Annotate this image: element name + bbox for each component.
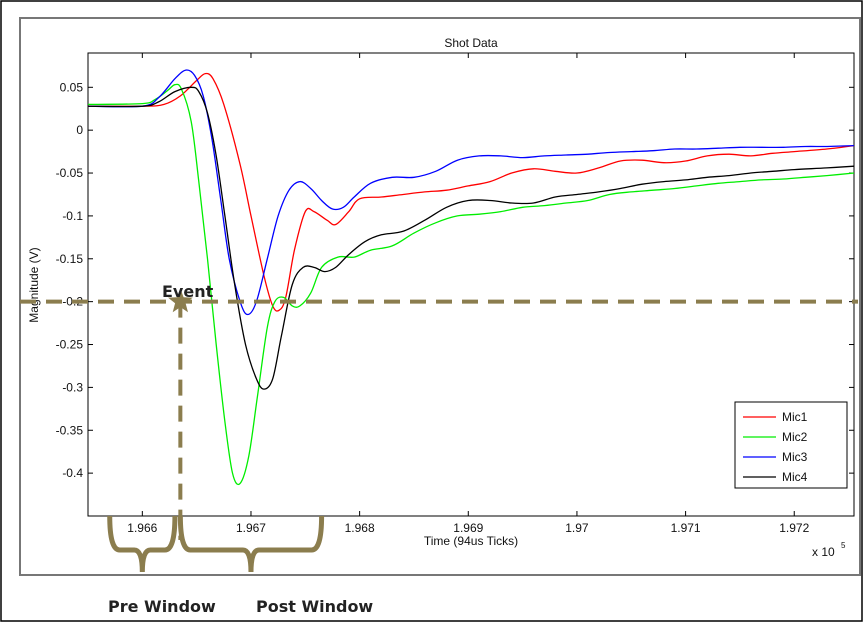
series-lines bbox=[87, 69, 855, 486]
legend-label-mic3: Mic3 bbox=[782, 450, 808, 464]
pre-window-brace bbox=[107, 515, 178, 573]
x-axis-ticks: 1.966 1.967 1.968 1.969 1.97 1.971 1.972 bbox=[127, 53, 810, 535]
y-tick-label: -0.3 bbox=[62, 380, 83, 394]
y-axis-ticks: 0.050-0.05-0.1-0.15-0.2-0.25-0.3-0.35-0.… bbox=[56, 80, 854, 480]
x-tick-label: 1.969 bbox=[453, 521, 483, 535]
x-tick-label: 1.97 bbox=[565, 521, 589, 535]
legend-box bbox=[734, 401, 848, 489]
y-tick-label: -0.1 bbox=[62, 209, 83, 223]
event-star-icon bbox=[168, 288, 193, 313]
legend: Mic1 Mic2 Mic3 Mic4 bbox=[734, 401, 848, 489]
y-tick-label: 0.05 bbox=[60, 80, 84, 94]
series-line-mic1 bbox=[87, 72, 855, 312]
y-tick-label: -0.15 bbox=[56, 252, 84, 266]
legend-label-mic4: Mic4 bbox=[782, 470, 808, 484]
event-label: Event bbox=[162, 282, 214, 301]
y-tick-label: 0 bbox=[76, 123, 83, 137]
y-tick-label: -0.05 bbox=[56, 166, 84, 180]
x-tick-label: 1.971 bbox=[671, 521, 701, 535]
y-axis-label: Magnitude (V) bbox=[27, 247, 41, 322]
x-tick-label: 1.966 bbox=[127, 521, 157, 535]
chart-title: Shot Data bbox=[444, 36, 498, 50]
axes-box bbox=[87, 52, 855, 517]
post-window-brace bbox=[177, 515, 325, 573]
y-tick-label: -0.4 bbox=[62, 466, 83, 480]
x-tick-label: 1.972 bbox=[779, 521, 809, 535]
x-multiplier-exponent: 5 bbox=[841, 541, 846, 550]
y-tick-label: -0.35 bbox=[56, 423, 84, 437]
y-tick-label: -0.25 bbox=[56, 338, 84, 352]
series-line-mic2 bbox=[87, 83, 855, 486]
pre-window-label: Pre Window bbox=[108, 597, 216, 616]
series-line-mic3 bbox=[87, 69, 855, 316]
x-tick-label: 1.967 bbox=[236, 521, 266, 535]
x-tick-label: 1.968 bbox=[345, 521, 375, 535]
legend-label-mic2: Mic2 bbox=[782, 430, 808, 444]
x-multiplier-base: x 10 bbox=[812, 545, 835, 559]
series-line-mic4 bbox=[87, 86, 855, 390]
legend-label-mic1: Mic1 bbox=[782, 410, 808, 424]
x-axis-multiplier: x 10 5 bbox=[812, 541, 846, 559]
event-annotations bbox=[20, 288, 858, 573]
x-axis-label: Time (94us Ticks) bbox=[424, 534, 518, 548]
post-window-label: Post Window bbox=[256, 597, 373, 616]
